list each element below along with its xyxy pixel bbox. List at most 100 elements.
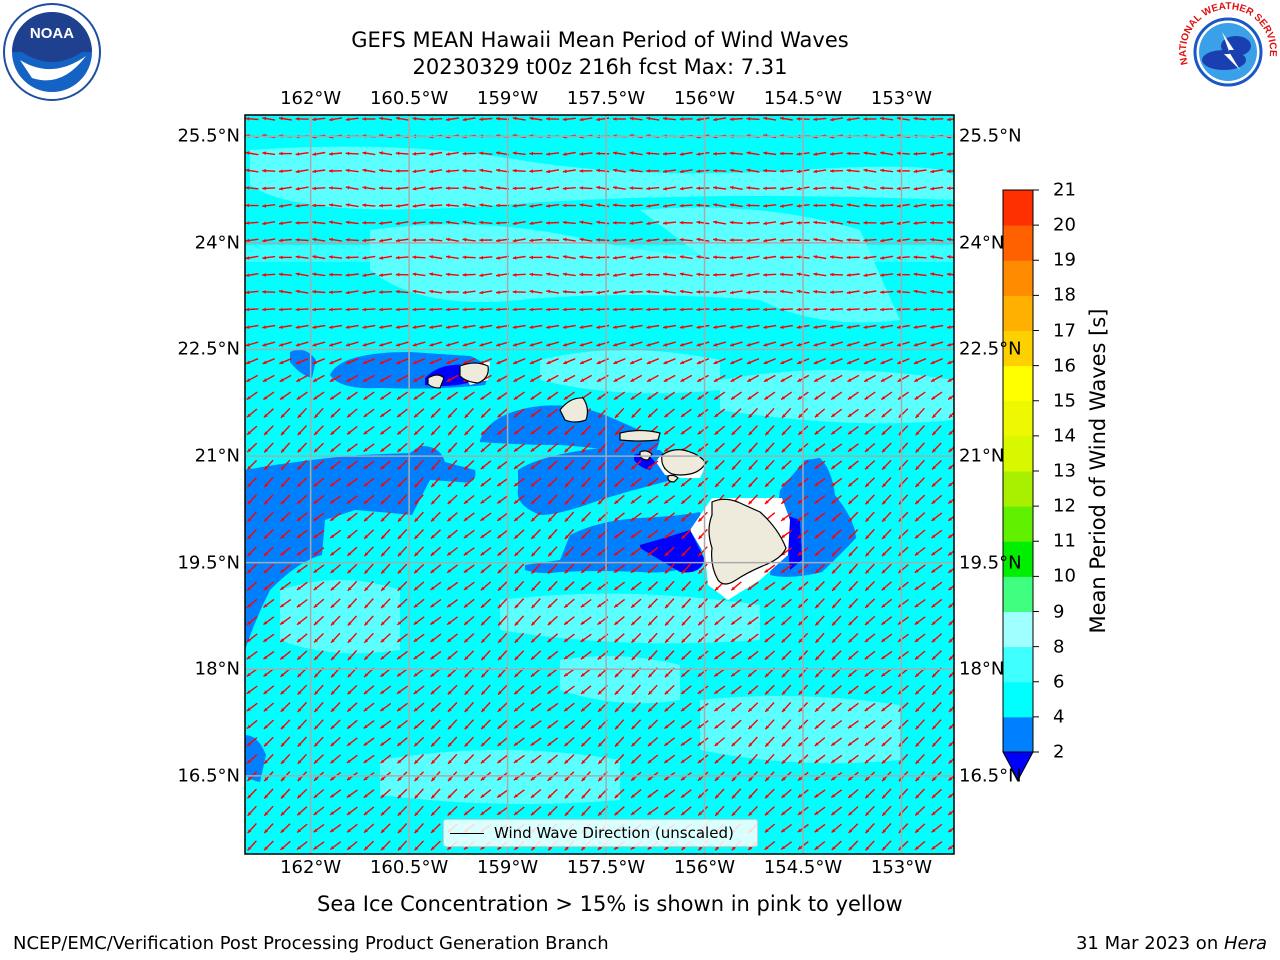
direction-arrow-head xyxy=(513,396,518,400)
direction-arrow-head xyxy=(347,430,351,435)
direction-arrow-head xyxy=(263,725,268,729)
direction-arrow-head xyxy=(313,569,318,573)
colorbar-swatch xyxy=(1003,716,1033,753)
direction-arrow-head xyxy=(763,151,767,155)
direction-arrow-head xyxy=(397,638,402,643)
direction-arrow-head xyxy=(345,185,350,190)
direction-arrow-head xyxy=(446,378,451,382)
direction-arrow-head xyxy=(429,220,433,225)
direction-arrow-head xyxy=(481,621,485,626)
direction-arrow-head xyxy=(646,289,650,294)
direction-arrow-head xyxy=(781,517,786,521)
direction-arrow-head xyxy=(763,186,767,191)
direction-arrow-head xyxy=(713,343,718,347)
direction-arrow-head xyxy=(765,448,769,453)
direction-arrow-head xyxy=(564,448,569,453)
direction-arrow-head xyxy=(630,396,635,400)
direction-arrow-head xyxy=(715,794,719,799)
direction-arrow-head xyxy=(629,186,634,190)
direction-arrow-head xyxy=(264,812,269,816)
direction-arrow-head xyxy=(647,482,652,487)
direction-arrow-head xyxy=(729,117,734,121)
direction-arrow-head xyxy=(447,673,452,677)
direction-arrow-head xyxy=(397,759,402,764)
direction-arrow-head xyxy=(915,690,920,695)
direction-arrow-head xyxy=(731,413,736,418)
direction-arrow-head xyxy=(697,413,702,417)
direction-arrow-head xyxy=(295,221,300,225)
direction-arrow-head xyxy=(646,151,650,156)
direction-arrow-head xyxy=(531,604,536,609)
direction-arrow-head xyxy=(297,794,302,799)
direction-arrow-head xyxy=(932,448,936,453)
colorbar-swatch xyxy=(1003,330,1033,367)
direction-arrow-head xyxy=(246,690,251,694)
direction-arrow-head xyxy=(431,413,435,418)
direction-arrow-head xyxy=(397,621,402,625)
direction-arrow-head xyxy=(412,169,417,174)
direction-arrow-head xyxy=(698,552,703,557)
direction-arrow-head xyxy=(729,238,734,242)
lon-tick-label-bottom: 154.5°W xyxy=(763,857,843,878)
direction-arrow-head xyxy=(896,204,901,208)
direction-arrow-head xyxy=(664,413,669,418)
direction-arrow-head xyxy=(330,794,335,798)
direction-arrow-head xyxy=(362,290,367,295)
direction-arrow-head xyxy=(631,465,636,470)
direction-arrow-head xyxy=(330,828,335,833)
direction-arrow-head xyxy=(614,690,619,695)
direction-arrow-head xyxy=(263,690,268,694)
direction-arrow-head xyxy=(714,724,719,729)
direction-arrow-head xyxy=(596,255,600,260)
direction-arrow-head xyxy=(631,448,636,453)
direction-arrow-head xyxy=(598,500,602,505)
direction-arrow-head xyxy=(864,759,869,764)
direction-arrow-head xyxy=(464,725,469,730)
direction-arrow-head xyxy=(597,846,602,850)
direction-arrow-head xyxy=(346,794,351,798)
direction-arrow-head xyxy=(646,360,651,364)
direction-arrow-head xyxy=(379,203,383,208)
direction-arrow-head xyxy=(381,846,385,851)
direction-arrow-head xyxy=(697,430,702,435)
direction-arrow-head xyxy=(448,777,452,782)
direction-arrow-head xyxy=(247,811,252,816)
direction-arrow-head xyxy=(447,655,452,660)
direction-arrow-head xyxy=(765,673,769,678)
direction-arrow-head xyxy=(247,846,252,851)
direction-arrow-head xyxy=(430,569,435,573)
direction-arrow-head xyxy=(263,638,268,642)
direction-arrow-head xyxy=(713,237,717,242)
direction-arrow-head xyxy=(748,707,753,712)
colorbar-tick-label: 18 xyxy=(1053,284,1076,306)
direction-arrow-head xyxy=(915,465,920,470)
direction-arrow-head xyxy=(379,343,384,347)
direction-arrow-head xyxy=(931,396,936,400)
direction-arrow-head xyxy=(646,255,650,260)
direction-arrow-head xyxy=(813,325,818,329)
direction-arrow-head xyxy=(614,603,619,608)
direction-arrow-head xyxy=(946,307,951,312)
direction-arrow-head xyxy=(530,430,535,435)
direction-arrow-head xyxy=(796,169,801,174)
direction-arrow-head xyxy=(913,116,918,121)
direction-arrow-head xyxy=(497,448,502,452)
direction-arrow-head xyxy=(480,396,485,400)
direction-arrow-head xyxy=(746,325,751,329)
direction-arrow-head xyxy=(863,256,868,260)
direction-arrow-head xyxy=(364,638,369,643)
direction-arrow-head xyxy=(865,500,870,505)
direction-arrow-head xyxy=(414,812,419,816)
direction-arrow-head xyxy=(496,290,500,295)
direction-arrow-head xyxy=(931,482,936,487)
direction-arrow-head xyxy=(764,396,769,400)
direction-arrow-head xyxy=(931,828,936,833)
direction-arrow-head xyxy=(731,603,736,608)
direction-arrow-head xyxy=(781,586,786,591)
direction-arrow-head xyxy=(664,776,669,781)
direction-arrow-head xyxy=(413,396,418,400)
direction-arrow-head xyxy=(613,273,617,277)
direction-arrow-head xyxy=(247,483,252,487)
direction-arrow-head xyxy=(330,742,335,747)
colorbar-tick-label: 17 xyxy=(1053,320,1076,341)
